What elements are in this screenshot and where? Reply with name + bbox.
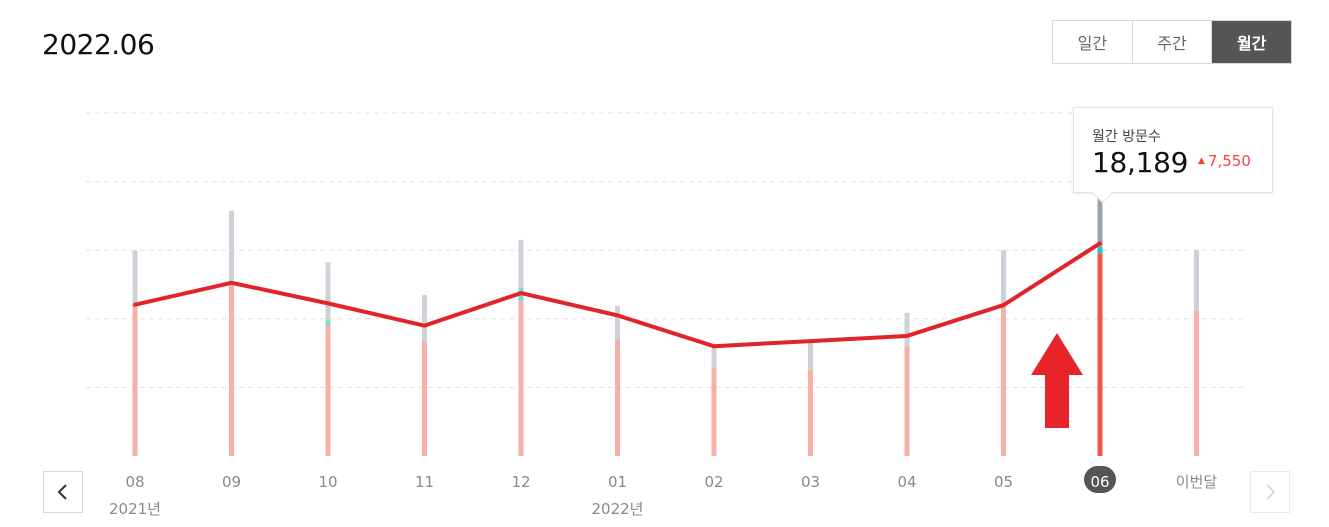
next-button[interactable]: [1250, 471, 1290, 513]
x-tick-label[interactable]: 10: [318, 473, 337, 491]
x-tick-label[interactable]: 04: [897, 473, 916, 491]
bar-segment-base[interactable]: [808, 370, 813, 456]
bar-segment-base[interactable]: [325, 325, 331, 456]
bar-segment-base[interactable]: [229, 282, 234, 456]
x-tick-label[interactable]: 11: [415, 473, 434, 491]
bar-segment-base[interactable]: [1097, 253, 1103, 456]
tooltip-delta: ▲ 7,550: [1198, 152, 1251, 170]
bar-segment-base[interactable]: [132, 304, 138, 456]
chevron-right-icon: [1266, 484, 1276, 500]
tooltip-title: 월간 방문수: [1092, 129, 1161, 145]
bar-segment-top[interactable]: [229, 210, 234, 283]
bar-segment-base[interactable]: [1001, 303, 1006, 456]
bar-segment-base[interactable]: [904, 346, 910, 456]
tab-weekly[interactable]: 주간: [1132, 21, 1213, 63]
x-tick-label[interactable]: 06: [1090, 473, 1109, 491]
tab-monthly[interactable]: 월간: [1212, 21, 1292, 63]
bar-segment-top[interactable]: [615, 305, 620, 340]
x-tick-label[interactable]: 02: [704, 473, 723, 491]
x-tick-label[interactable]: 09: [222, 473, 241, 491]
x-tick-label[interactable]: 이번달: [1176, 473, 1218, 491]
x-tick-label[interactable]: 08: [125, 473, 144, 491]
bar-segment-accent[interactable]: [1097, 246, 1103, 254]
page-title: 2022.06: [42, 28, 155, 61]
tab-daily[interactable]: 일간: [1053, 21, 1133, 63]
bar-segment-top[interactable]: [422, 294, 427, 342]
bar-segment-accent[interactable]: [325, 320, 331, 326]
tooltip: 월간 방문수 18,189 ▲ 7,550: [1073, 107, 1273, 193]
bar-segment-top[interactable]: [808, 342, 813, 371]
x-tick-label[interactable]: 12: [511, 473, 530, 491]
bar-segment-top[interactable]: [518, 239, 524, 288]
bar-segment-base[interactable]: [422, 341, 427, 456]
x-tick-label[interactable]: 03: [801, 473, 820, 491]
bar-segment-base[interactable]: [1194, 310, 1199, 456]
bar-segment-top[interactable]: [1001, 250, 1006, 304]
year-label: 2022년: [592, 500, 644, 518]
bar-segment-top[interactable]: [132, 250, 138, 305]
chevron-left-icon: [57, 484, 67, 500]
bar-segment-base[interactable]: [615, 339, 620, 456]
bar-segment-top[interactable]: [325, 262, 331, 321]
tooltip-delta-value: 7,550: [1207, 152, 1251, 170]
bar-segment-base[interactable]: [711, 368, 717, 456]
tooltip-value: 18,189: [1092, 146, 1189, 179]
bar-segment-base[interactable]: [518, 301, 524, 456]
selected-tick-badge: [1084, 466, 1116, 493]
x-tick-label[interactable]: 05: [994, 473, 1013, 491]
delta-up-icon: ▲: [1198, 156, 1205, 166]
bar-segment-top[interactable]: [1194, 250, 1199, 311]
period-tabs: 일간 주간 월간: [1052, 20, 1292, 64]
bar-segment-top[interactable]: [711, 347, 717, 369]
up-arrow-icon: [1031, 333, 1083, 428]
year-label: 2021년: [109, 500, 161, 518]
bar-segment-top[interactable]: [904, 312, 910, 347]
visits-line: [133, 241, 1102, 349]
prev-button[interactable]: [43, 471, 83, 513]
x-tick-label[interactable]: 01: [608, 473, 627, 491]
